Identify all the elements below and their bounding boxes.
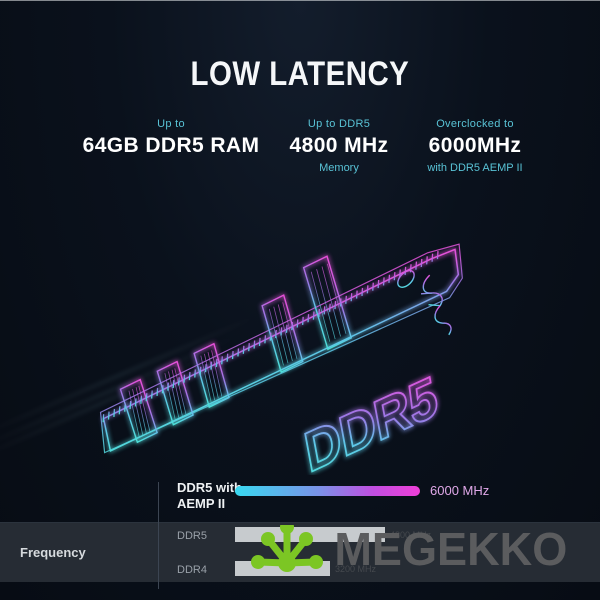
- svg-text:DDR5: DDR5: [300, 364, 442, 475]
